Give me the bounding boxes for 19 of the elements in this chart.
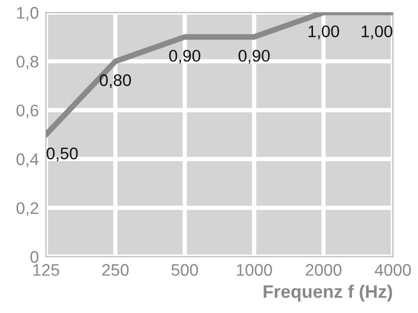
y-tick-label: 0,2	[16, 202, 38, 216]
y-tick-label: 1,0	[17, 6, 38, 21]
x-tick-label: 1000	[236, 264, 272, 276]
data-label: 1,00	[362, 25, 392, 40]
y-tick-label: 0,6	[16, 104, 38, 118]
x-tick-label: 125	[33, 264, 60, 276]
y-tick-label: 0	[30, 251, 38, 263]
x-axis-title: Frequenz f (Hz)	[264, 284, 392, 302]
data-label: 1,00	[308, 25, 340, 40]
y-tick-label: 0,8	[16, 56, 38, 70]
data-label: 0,90	[238, 50, 270, 64]
x-tick-label: 500	[172, 264, 198, 276]
data-label: 0,90	[169, 50, 200, 64]
data-label: 0,50	[46, 148, 78, 162]
x-tick-label: 2000	[306, 264, 342, 276]
x-tick-label: 4000	[374, 264, 411, 276]
y-tick-label: 0,4	[16, 153, 39, 168]
data-label: 0,80	[100, 74, 131, 88]
x-tick-label: 250	[102, 264, 129, 276]
